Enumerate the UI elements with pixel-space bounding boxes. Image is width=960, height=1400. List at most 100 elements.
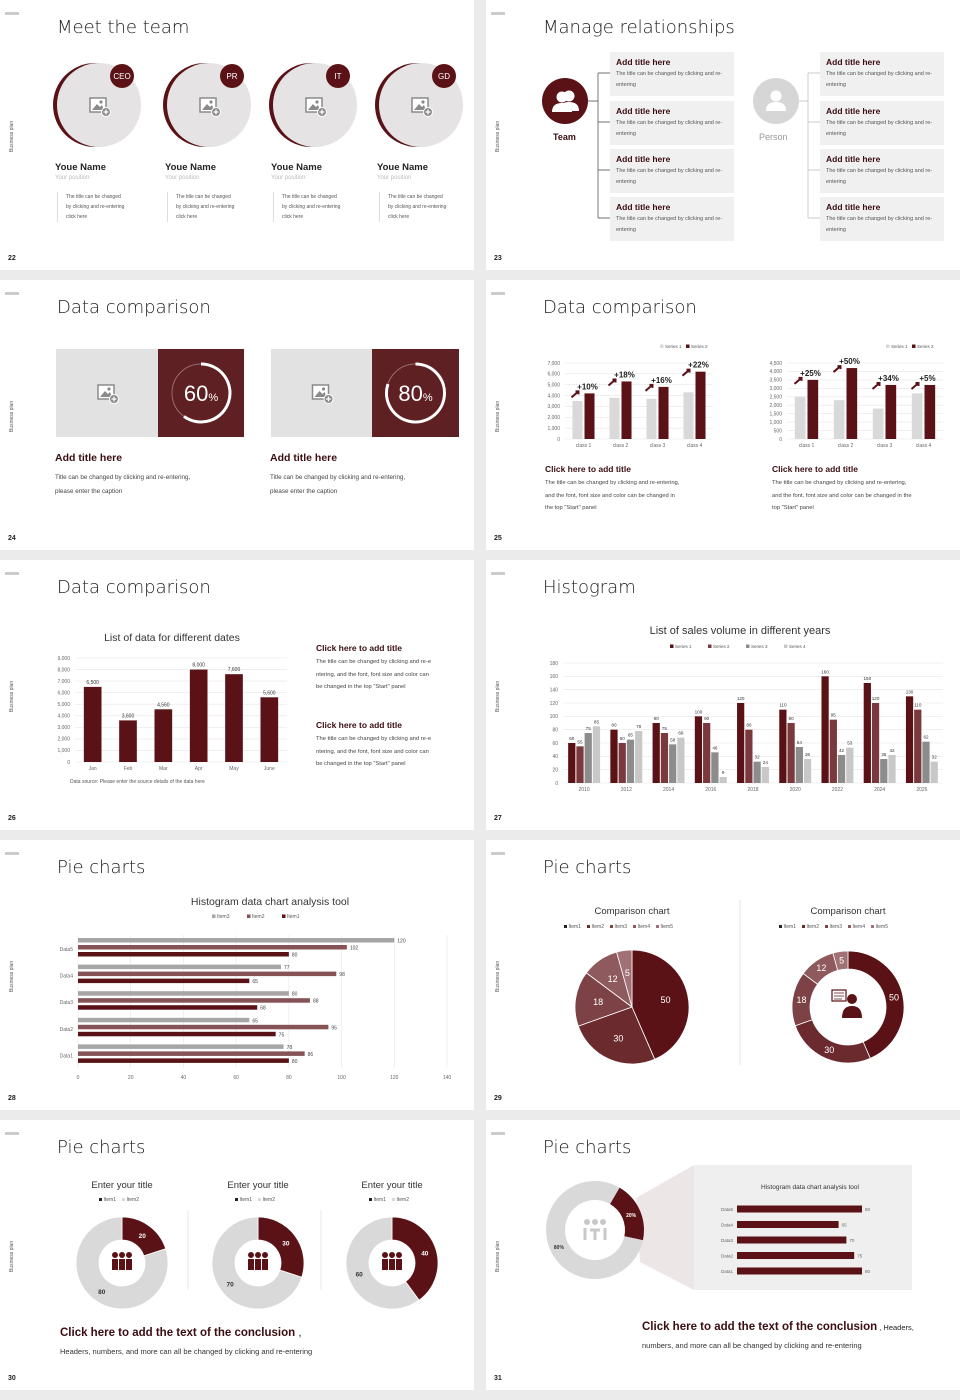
conclusion-title: Click here to add the text of the conclu… bbox=[642, 1321, 878, 1333]
member-name[interactable]: Youe Name bbox=[377, 162, 429, 173]
block-title[interactable]: Click here to add title bbox=[316, 720, 402, 730]
relationship-card[interactable]: Add title here The title can be changed b… bbox=[610, 149, 734, 193]
card-title: Add title here bbox=[826, 106, 881, 116]
conclusion-text-31: numbers, and more can all be changed by … bbox=[642, 1341, 862, 1350]
slide-title[interactable]: Pie charts bbox=[543, 857, 632, 878]
block-text: ntering, and the font, font size and col… bbox=[316, 748, 429, 755]
card-text: The title can be changed by clicking and… bbox=[616, 216, 723, 233]
description-line: by clicking and re-entering bbox=[66, 204, 125, 210]
slide-29[interactable] bbox=[486, 840, 960, 1110]
slide-title[interactable]: Meet the team bbox=[57, 17, 190, 38]
slide-title[interactable]: Pie charts bbox=[57, 1137, 146, 1158]
slide-title[interactable]: Data comparison bbox=[543, 297, 697, 318]
logo-mark bbox=[491, 292, 505, 295]
card-text: The title can be changed by clicking and… bbox=[826, 71, 933, 88]
block-title[interactable]: Click here to add title bbox=[316, 643, 402, 653]
relationship-card[interactable]: Add title here The title can be changed b… bbox=[820, 101, 944, 145]
member-description: The title can be changed by clicking and … bbox=[379, 192, 446, 222]
slide-number: 23 bbox=[494, 255, 502, 262]
description-line: click here bbox=[282, 214, 304, 220]
slide-number: 24 bbox=[8, 535, 16, 542]
slide-27[interactable] bbox=[486, 560, 960, 830]
card-caption: please enter the caption bbox=[55, 488, 123, 495]
side-label: Business plan bbox=[495, 400, 501, 432]
member-description: The title can be changed by clicking and … bbox=[57, 192, 124, 222]
block-text: ntering, and the font, font size and col… bbox=[316, 671, 429, 678]
member-name[interactable]: Youe Name bbox=[165, 162, 217, 173]
person-label: Person bbox=[759, 132, 788, 142]
member-name[interactable]: Youe Name bbox=[55, 162, 107, 173]
slide-22[interactable] bbox=[0, 0, 474, 270]
slide-number: 22 bbox=[8, 255, 16, 262]
team-label: Team bbox=[553, 132, 576, 142]
block-text: the top "Start" panel bbox=[545, 505, 597, 511]
relationship-card[interactable]: Add title here The title can be changed b… bbox=[820, 149, 944, 193]
card-caption: please enter the caption bbox=[270, 488, 338, 495]
side-label: Business plan bbox=[9, 1240, 15, 1272]
slide-title[interactable]: Histogram bbox=[543, 577, 636, 598]
slide-24[interactable] bbox=[0, 280, 474, 550]
card-title: Add title here bbox=[616, 202, 671, 212]
description-line: click here bbox=[388, 214, 410, 220]
relationship-card[interactable]: Add title here The title can be changed b… bbox=[820, 197, 944, 241]
description-line: The title can be changed bbox=[66, 194, 121, 200]
logo-mark bbox=[5, 1132, 19, 1135]
logo-mark bbox=[5, 12, 19, 15]
slide-title[interactable]: Data comparison bbox=[57, 297, 211, 318]
member-position: Your position bbox=[165, 175, 200, 181]
data-source-note: Data source: Please enter the source det… bbox=[70, 779, 205, 785]
slide-number: 30 bbox=[8, 1375, 16, 1382]
block-text: top "Start" panel bbox=[772, 505, 814, 511]
conclusion-title: Click here to add the text of the conclu… bbox=[60, 1327, 296, 1339]
card-title: Add title here bbox=[616, 106, 671, 116]
logo-mark bbox=[491, 12, 505, 15]
member-position: Your position bbox=[271, 175, 306, 181]
logo-mark bbox=[5, 572, 19, 575]
block-title[interactable]: Click here to add title bbox=[545, 464, 631, 474]
conclusion-heading-31[interactable]: Click here to add the text of the conclu… bbox=[642, 1321, 914, 1333]
member-description: The title can be changed by clicking and … bbox=[273, 192, 340, 222]
card-text: The title can be changed by clicking and… bbox=[616, 120, 723, 137]
slide-title[interactable]: Manage relationships bbox=[543, 17, 735, 38]
card-text: The title can be changed by clicking and… bbox=[616, 168, 723, 185]
conclusion-text: Headers, numbers, and more can all be ch… bbox=[60, 1347, 313, 1356]
card-title[interactable]: Add title here bbox=[270, 452, 338, 464]
block-text: and the font, font size and color can be… bbox=[545, 492, 675, 499]
slide-title[interactable]: Pie charts bbox=[57, 857, 146, 878]
member-name[interactable]: Youe Name bbox=[271, 162, 323, 173]
card-title[interactable]: Add title here bbox=[55, 452, 123, 464]
card-text: The title can be changed by clicking and… bbox=[826, 216, 933, 233]
side-label: Business plan bbox=[495, 120, 501, 152]
block-text: The title can be changed by clicking and… bbox=[316, 659, 432, 665]
side-label: Business plan bbox=[9, 960, 15, 992]
description-line: by clicking and re-entering bbox=[282, 204, 341, 210]
card-caption: Title can be changed by clicking and re-… bbox=[270, 474, 406, 481]
slide-title[interactable]: Pie charts bbox=[543, 1137, 632, 1158]
block-text: The title can be changed by clicking and… bbox=[316, 736, 432, 742]
slide-26[interactable] bbox=[0, 560, 474, 830]
relationship-card[interactable]: Add title here The title can be changed b… bbox=[610, 52, 734, 96]
conclusion-sep: , bbox=[295, 1327, 302, 1339]
block-text: and the font, font size and color can be… bbox=[772, 492, 912, 499]
slide-title[interactable]: Data comparison bbox=[57, 577, 211, 598]
conclusion-tail: , Headers, bbox=[877, 1323, 914, 1332]
description-line: The title can be changed bbox=[388, 194, 443, 200]
block-title[interactable]: Click here to add title bbox=[772, 464, 858, 474]
card-text: The title can be changed by clicking and… bbox=[826, 120, 933, 137]
conclusion-heading[interactable]: Click here to add the text of the conclu… bbox=[60, 1327, 302, 1339]
relationship-card[interactable]: Add title here The title can be changed b… bbox=[610, 101, 734, 145]
slide-number: 27 bbox=[494, 815, 502, 822]
card-caption: Title can be changed by clicking and re-… bbox=[55, 474, 191, 481]
card-title: Add title here bbox=[826, 202, 881, 212]
relationship-card[interactable]: Add title here The title can be changed b… bbox=[820, 52, 944, 96]
description-line: The title can be changed bbox=[282, 194, 337, 200]
relationship-card[interactable]: Add title here The title can be changed b… bbox=[610, 197, 734, 241]
description-line: The title can be changed bbox=[176, 194, 231, 200]
side-label: Business plan bbox=[495, 1240, 501, 1272]
block-text: The title can be changed by clicking and… bbox=[772, 480, 907, 486]
slide-number: 25 bbox=[494, 535, 502, 542]
slide-28[interactable] bbox=[0, 840, 474, 1110]
card-title: Add title here bbox=[616, 57, 671, 67]
slide-number: 26 bbox=[8, 815, 16, 822]
side-label: Business plan bbox=[495, 960, 501, 992]
